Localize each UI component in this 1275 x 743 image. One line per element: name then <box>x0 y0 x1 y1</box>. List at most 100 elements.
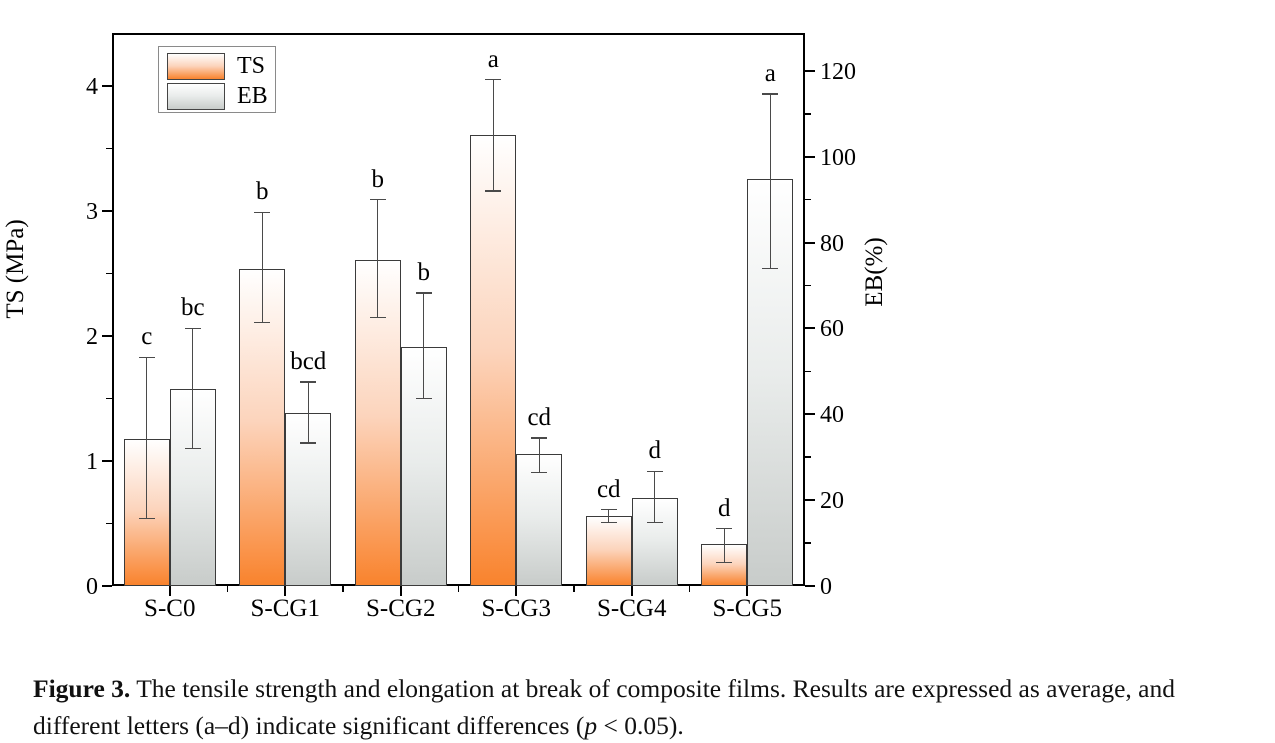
right-minor-tick <box>805 542 811 544</box>
significance-letter: c <box>141 323 153 351</box>
right-major-tick <box>805 327 815 330</box>
error-bar-line <box>608 509 610 523</box>
caption-label: Figure 3. <box>33 673 131 703</box>
left-major-tick <box>102 335 112 337</box>
significance-letter: b <box>256 178 269 206</box>
x-minor-tick <box>226 586 229 592</box>
legend: TS EB <box>158 46 276 113</box>
error-bar-cap-bottom <box>531 471 548 473</box>
ts-swatch-icon <box>167 53 225 80</box>
error-bar-cap-bottom <box>415 397 432 400</box>
bar-chart: 0 1 2 3 4 0 20 40 60 80 100 120 S-C0 S-CG1 S-CG2 S-CG3 S… <box>2 33 888 622</box>
x-major-tick <box>630 586 633 596</box>
error-bar-cap-bottom <box>369 316 386 318</box>
error-bar-cap-top <box>300 381 317 383</box>
right-tick-label: 100 <box>820 144 856 171</box>
error-bar-cap-bottom <box>485 190 502 192</box>
left-minor-tick <box>106 522 112 525</box>
significance-letter: a <box>764 60 776 88</box>
significance-letter: b <box>371 165 385 193</box>
x-major-tick <box>399 586 402 596</box>
x-category-label: S-CG1 <box>250 595 320 622</box>
error-bar-line <box>769 94 771 269</box>
error-bar-line <box>261 212 263 323</box>
error-bar-cap-bottom <box>300 442 317 444</box>
error-bar-cap-top <box>531 437 548 439</box>
right-minor-tick <box>805 198 811 201</box>
error-bar-cap-top <box>138 356 155 358</box>
error-bar-cap-bottom <box>600 521 617 523</box>
error-bar-line <box>307 382 309 444</box>
x-major-tick <box>284 586 287 596</box>
right-axis-title: EB(%) <box>861 237 888 307</box>
error-bar-cap-bottom <box>184 447 201 450</box>
right-major-tick <box>805 155 815 158</box>
x-category-label: S-C0 <box>144 595 196 622</box>
error-bar-cap-bottom <box>646 521 663 524</box>
left-major-tick <box>102 460 112 462</box>
x-category-label: S-CG2 <box>366 595 436 622</box>
x-minor-tick <box>342 586 344 592</box>
significance-letter: d <box>718 494 731 522</box>
chart-dynamic-layer: 0 1 2 3 4 0 20 40 60 80 100 120 S-C0 S-CG1 S-CG2 S-CG3 S… <box>86 45 856 622</box>
significance-letter: bc <box>180 294 205 322</box>
caption-body: The tensile strength and elongation at b… <box>33 673 1175 740</box>
error-bar-cap-top <box>762 93 779 95</box>
error-bar-cap-bottom <box>254 321 271 323</box>
right-tick-label: 40 <box>820 402 844 429</box>
x-minor-tick <box>573 586 575 592</box>
error-bar-cap-top <box>369 199 386 201</box>
left-major-tick <box>102 585 112 587</box>
error-bar-cap-top <box>600 509 617 511</box>
right-tick-label: 120 <box>820 58 856 85</box>
plot-frame <box>112 33 805 586</box>
eb-swatch-icon <box>167 83 225 110</box>
x-minor-tick <box>688 586 691 592</box>
right-major-tick <box>805 499 815 502</box>
significance-letter: d <box>648 437 662 465</box>
x-category-label: S-CG3 <box>481 595 551 622</box>
right-major-tick <box>805 241 815 244</box>
left-tick-label: 3 <box>86 199 98 225</box>
significance-letter: cd <box>527 403 552 431</box>
significance-letter: bcd <box>290 348 327 376</box>
x-category-label: S-CG4 <box>597 595 667 622</box>
left-major-tick <box>102 85 112 87</box>
right-major-tick <box>805 585 815 587</box>
error-bar-cap-bottom <box>762 267 779 270</box>
caption-body-end: < 0.05). <box>597 710 684 740</box>
error-bar-line <box>146 357 148 519</box>
error-bar-cap-top <box>646 470 663 473</box>
error-bar-cap-top <box>485 79 502 81</box>
figure-caption: Figure 3. The tensile strength and elong… <box>33 670 1251 743</box>
caption-p-symbol: p <box>584 710 598 740</box>
x-major-tick <box>168 586 171 596</box>
error-bar-line <box>723 528 725 563</box>
ts-bar <box>585 516 632 586</box>
left-minor-tick <box>106 147 112 150</box>
significance-letter: a <box>487 45 499 73</box>
error-bar-line <box>492 79 494 191</box>
ts-bar <box>470 134 517 586</box>
right-tick-label: 20 <box>820 488 844 515</box>
right-major-tick <box>805 413 815 416</box>
error-bar-line <box>377 199 379 318</box>
error-bar-cap-bottom <box>138 517 155 520</box>
x-major-tick <box>746 586 749 596</box>
error-bar-cap-top <box>415 292 432 294</box>
left-tick-label: 4 <box>86 74 98 100</box>
significance-letter: cd <box>596 475 621 503</box>
left-tick-label: 1 <box>86 449 98 475</box>
left-tick-label: 2 <box>86 324 98 350</box>
legend-label-eb: EB <box>237 83 268 109</box>
x-category-label: S-CG5 <box>712 595 782 622</box>
legend-label-ts: TS <box>237 53 266 79</box>
x-minor-tick <box>457 586 460 592</box>
left-axis-title: TS (MPa) <box>2 219 29 319</box>
right-major-tick <box>805 69 815 72</box>
eb-bar <box>516 454 563 586</box>
right-tick-label: 60 <box>820 316 844 343</box>
error-bar-line <box>423 292 425 399</box>
right-minor-tick <box>805 370 811 373</box>
